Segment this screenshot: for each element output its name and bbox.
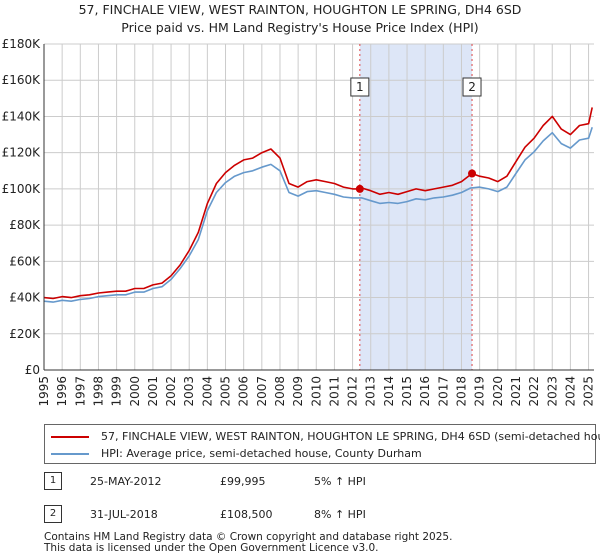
y-tick-label: £120K bbox=[2, 146, 42, 160]
y-tick-label: £140K bbox=[2, 109, 42, 123]
x-tick-label: 2025 bbox=[582, 376, 596, 407]
x-tick-label: 2016 bbox=[418, 376, 432, 407]
y-tick-label: £100K bbox=[2, 182, 42, 196]
legend-property-label: 57, FINCHALE VIEW, WEST RAINTON, HOUGHTO… bbox=[101, 430, 600, 443]
legend-item-hpi: HPI: Average price, semi-detached house,… bbox=[51, 446, 422, 462]
x-tick-label: 2010 bbox=[309, 376, 323, 407]
y-tick-label: £80K bbox=[9, 218, 41, 232]
sale-hpi-change: 8% ↑ HPI bbox=[314, 508, 366, 521]
y-tick-label: £20K bbox=[9, 327, 41, 341]
x-tick-label: 2018 bbox=[454, 376, 468, 407]
x-tick-label: 2001 bbox=[146, 376, 160, 407]
sale-label-text: 2 bbox=[468, 80, 476, 94]
x-tick-label: 2019 bbox=[473, 376, 487, 407]
chart-title: 57, FINCHALE VIEW, WEST RAINTON, HOUGHTO… bbox=[79, 2, 522, 17]
sale-point bbox=[355, 184, 364, 193]
footer-licence: This data is licensed under the Open Gov… bbox=[44, 542, 379, 554]
x-tick-label: 1995 bbox=[37, 376, 51, 407]
y-tick-label: £160K bbox=[2, 73, 42, 87]
x-tick-label: 2009 bbox=[291, 376, 305, 407]
x-tick-label: 2005 bbox=[219, 376, 233, 407]
x-tick-label: 2022 bbox=[527, 376, 541, 407]
x-tick-label: 2013 bbox=[364, 376, 378, 407]
x-tick-label: 2020 bbox=[491, 376, 505, 407]
x-tick-label: 2002 bbox=[164, 376, 178, 407]
y-tick-label: £40K bbox=[9, 291, 41, 305]
legend-property-swatch bbox=[51, 436, 89, 438]
y-tick-label: £0 bbox=[25, 363, 40, 377]
sale-label-box bbox=[350, 77, 370, 97]
price-chart: 57, FINCHALE VIEW, WEST RAINTON, HOUGHTO… bbox=[2, 2, 596, 407]
sale-badge-1: 1 bbox=[44, 472, 62, 490]
y-tick-label: £180K bbox=[2, 37, 42, 51]
x-tick-label: 2011 bbox=[327, 376, 341, 407]
sale-date: 31-JUL-2018 bbox=[90, 508, 158, 521]
x-tick-label: 2021 bbox=[509, 376, 523, 407]
x-tick-label: 1997 bbox=[73, 376, 87, 407]
footer-copyright: Contains HM Land Registry data © Crown c… bbox=[44, 531, 453, 543]
x-tick-label: 1998 bbox=[91, 376, 105, 407]
sale-price: £99,995 bbox=[220, 475, 266, 488]
sale-badge-2: 2 bbox=[44, 505, 62, 523]
sale-hpi-change: 5% ↑ HPI bbox=[314, 475, 366, 488]
sale-date: 25-MAY-2012 bbox=[90, 475, 162, 488]
x-tick-label: 2014 bbox=[382, 376, 396, 407]
x-tick-label: 2017 bbox=[436, 376, 450, 407]
y-tick-label: £60K bbox=[9, 254, 41, 268]
x-tick-label: 1999 bbox=[110, 376, 124, 407]
legend: 57, FINCHALE VIEW, WEST RAINTON, HOUGHTO… bbox=[44, 424, 600, 464]
x-tick-label: 2024 bbox=[563, 376, 577, 407]
plot-area bbox=[44, 44, 594, 370]
sale-point bbox=[468, 169, 477, 178]
legend-item-property: 57, FINCHALE VIEW, WEST RAINTON, HOUGHTO… bbox=[51, 429, 600, 445]
sale-price: £108,500 bbox=[220, 508, 273, 521]
x-tick-label: 2007 bbox=[255, 376, 269, 407]
x-tick-label: 2012 bbox=[346, 376, 360, 407]
hpi-line bbox=[43, 127, 593, 303]
sale-period-shading bbox=[359, 44, 473, 370]
chart-subtitle: Price paid vs. HM Land Registry's House … bbox=[121, 20, 478, 35]
x-tick-label: 2023 bbox=[545, 376, 559, 407]
x-tick-label: 2000 bbox=[128, 376, 142, 407]
x-tick-label: 2008 bbox=[273, 376, 287, 407]
x-tick-label: 2015 bbox=[400, 376, 414, 407]
sale-label-box bbox=[462, 77, 482, 97]
footer: Contains HM Land Registry data © Crown c… bbox=[44, 532, 596, 554]
x-tick-label: 1996 bbox=[55, 376, 69, 407]
legend-hpi-label: HPI: Average price, semi-detached house,… bbox=[101, 447, 422, 460]
property-price-line bbox=[43, 107, 593, 300]
x-tick-label: 2006 bbox=[237, 376, 251, 407]
x-tick-label: 2004 bbox=[200, 376, 214, 407]
sale-label-text: 1 bbox=[356, 80, 364, 94]
legend-hpi-swatch bbox=[51, 453, 89, 455]
x-tick-label: 2003 bbox=[182, 376, 196, 407]
